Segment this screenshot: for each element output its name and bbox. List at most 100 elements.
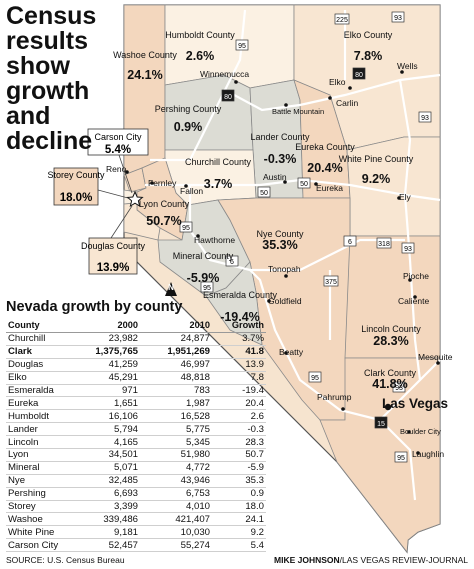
cell-2000: 16,106	[78, 409, 140, 424]
cell-county: Humboldt	[6, 409, 78, 424]
highway-shield: 50	[297, 177, 311, 189]
highway-shield: 93	[391, 11, 405, 23]
highway-shield: 80	[221, 89, 235, 102]
svg-text:Churchill County: Churchill County	[185, 157, 252, 167]
label-washoe: Washoe County 24.1%	[113, 50, 177, 82]
svg-text:6: 6	[348, 239, 352, 246]
svg-text:24.1%: 24.1%	[127, 68, 162, 82]
highway-shield: 50	[257, 186, 271, 198]
cell-growth: 7.8	[212, 371, 266, 385]
cell-county: Mineral	[6, 461, 78, 475]
table-row: Clark 1,375,765 1,951,269 41.8	[6, 345, 266, 359]
cell-2010: 1,951,269	[140, 345, 212, 359]
cell-2000: 1,375,765	[78, 345, 140, 359]
svg-text:Carlin: Carlin	[336, 98, 358, 108]
cell-growth: 18.0	[212, 500, 266, 514]
svg-text:Pershing County: Pershing County	[155, 104, 222, 114]
cell-2010: 1,987	[140, 396, 212, 411]
town-fallon: Fallon	[180, 184, 203, 196]
svg-text:Goldfield: Goldfield	[268, 296, 302, 306]
table-row: Lander 5,794 5,775 -0.3	[6, 422, 266, 437]
cell-2000: 339,486	[78, 512, 140, 527]
cell-county: Lyon	[6, 448, 78, 462]
town-reno: Reno	[106, 164, 129, 174]
cell-2010: 5,345	[140, 435, 212, 450]
svg-text:2.6%: 2.6%	[186, 49, 215, 63]
svg-text:Clark County: Clark County	[364, 368, 417, 378]
cell-county: White Pine	[6, 525, 78, 540]
svg-text:Carson City: Carson City	[94, 132, 142, 142]
svg-text:318: 318	[378, 241, 390, 248]
svg-text:15: 15	[377, 421, 385, 428]
capital-star-icon	[126, 190, 144, 208]
town-mesquite: Mesquite	[418, 352, 453, 365]
svg-text:Pahrump: Pahrump	[317, 392, 352, 402]
table-row: Mineral 5,071 4,772 -5.9	[6, 461, 266, 475]
svg-text:93: 93	[395, 385, 403, 392]
county-labels: Washoe County 24.1% Humboldt County 2.6%…	[113, 30, 421, 391]
svg-text:Laughlin: Laughlin	[412, 449, 444, 459]
highway-shield: 95	[394, 451, 408, 463]
cell-growth: 9.2	[212, 525, 266, 540]
cell-county: Lincoln	[6, 435, 78, 450]
cell-2010: 4,010	[140, 500, 212, 514]
table-row: Lincoln 4,165 5,345 28.3	[6, 435, 266, 450]
cell-county: Nye	[6, 474, 78, 488]
town-austin: Austin	[263, 172, 287, 184]
svg-text:50: 50	[260, 190, 268, 197]
svg-text:95: 95	[311, 375, 319, 382]
svg-text:Lander County: Lander County	[250, 132, 310, 142]
highway-shield: 95	[179, 221, 193, 233]
table-title: Nevada growth by county	[6, 299, 183, 315]
town-ely: Ely	[397, 192, 412, 202]
town-carlin: Carlin	[328, 96, 358, 108]
town-tonopah: Tonopah	[268, 264, 301, 278]
svg-text:Douglas County: Douglas County	[81, 241, 146, 251]
svg-text:95: 95	[182, 225, 190, 232]
clark-county-region	[319, 357, 441, 554]
svg-text:Caliente: Caliente	[398, 296, 429, 306]
svg-text:50: 50	[300, 181, 308, 188]
cell-growth: 20.4	[212, 396, 266, 411]
svg-text:Pioche: Pioche	[403, 271, 429, 281]
svg-text:Winnemucca: Winnemucca	[200, 69, 249, 79]
highway-shield: 95	[308, 371, 322, 383]
table-row: Washoe 339,486 421,407 24.1	[6, 512, 266, 527]
cell-growth: -5.9	[212, 461, 266, 475]
cell-county: Churchill	[6, 332, 78, 346]
header-2000: 2000	[78, 320, 140, 333]
svg-text:Wells: Wells	[397, 61, 418, 71]
svg-text:9.2%: 9.2%	[362, 172, 391, 186]
cell-2000: 5,794	[78, 422, 140, 437]
highway-shields: 95 225 93 80 80 93 50 50 6 318 93 6 375 …	[179, 11, 432, 463]
svg-text:Reno: Reno	[106, 164, 127, 174]
svg-text:N: N	[168, 283, 174, 292]
cell-county: Carson City	[6, 538, 78, 553]
cell-county: Pershing	[6, 487, 78, 501]
cell-2000: 6,693	[78, 487, 140, 501]
table-row: Elko 45,291 48,818 7.8	[6, 371, 266, 385]
headline-line: and	[6, 102, 51, 130]
svg-text:13.9%: 13.9%	[97, 262, 130, 274]
svg-text:Fernley: Fernley	[148, 178, 177, 188]
table-row: Humboldt 16,106 16,528 2.6	[6, 409, 266, 424]
svg-text:Lyon County: Lyon County	[139, 199, 190, 209]
cell-county: Esmeralda	[6, 384, 78, 398]
cell-county: Elko	[6, 371, 78, 385]
svg-text:50.7%: 50.7%	[146, 214, 181, 228]
svg-text:0.9%: 0.9%	[174, 120, 203, 134]
cell-2010: 24,877	[140, 332, 212, 346]
svg-text:35.3%: 35.3%	[262, 238, 297, 252]
svg-text:93: 93	[404, 246, 412, 253]
town-elko: Elko	[329, 77, 352, 90]
table-row: Douglas 41,259 46,997 13.9	[6, 358, 266, 372]
svg-text:20.4%: 20.4%	[307, 161, 342, 175]
table-row: Lyon 34,501 51,980 50.7	[6, 448, 266, 462]
town-boulder-city: Boulder City	[400, 427, 441, 436]
svg-text:Mesquite: Mesquite	[418, 352, 453, 362]
highway-shield: 80	[352, 67, 366, 80]
cell-2000: 32,485	[78, 474, 140, 488]
svg-text:80: 80	[224, 94, 232, 101]
svg-text:41.8%: 41.8%	[372, 377, 407, 391]
headline-line: results	[6, 27, 88, 55]
